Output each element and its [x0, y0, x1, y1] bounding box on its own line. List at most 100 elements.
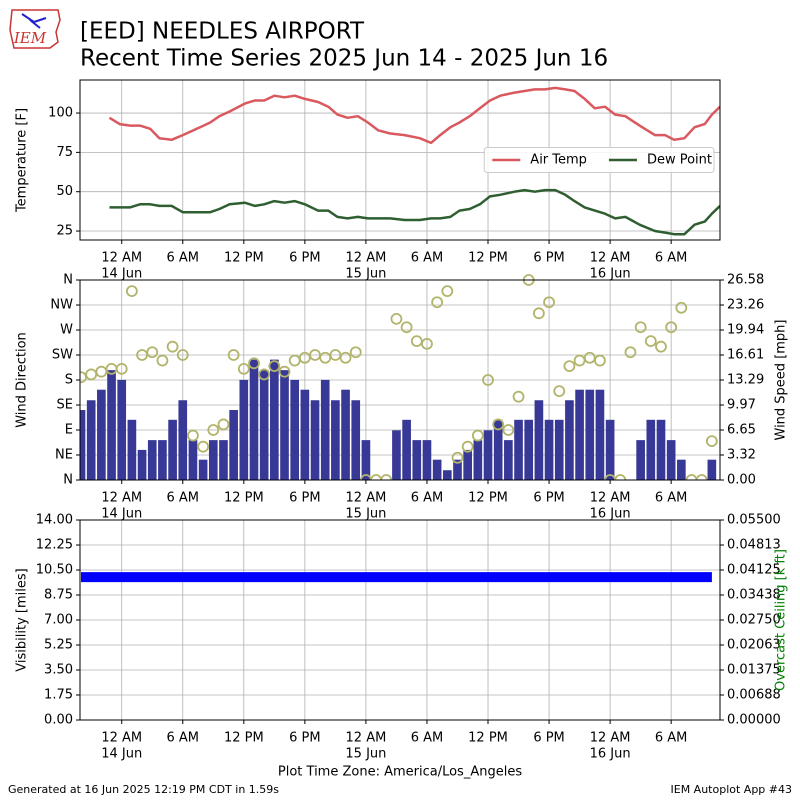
point — [471, 429, 484, 442]
point — [390, 312, 403, 325]
footer-left: Generated at 16 Jun 2025 12:19 PM CDT in… — [8, 783, 279, 796]
logo: IEM — [9, 9, 61, 49]
y2-tick-label: 19.94 — [727, 323, 764, 338]
point — [227, 349, 240, 361]
x-tick-label: 6 AM — [411, 491, 444, 506]
panel: 12 AM 6 AM 12 PM 6 PM 12 AM 6 AM 12 PM 6 PM 12 A… — [15, 79, 721, 282]
y-tick-label: 100 — [48, 106, 73, 121]
point — [665, 321, 678, 334]
point — [146, 346, 159, 359]
point — [482, 374, 494, 386]
point — [115, 362, 128, 375]
x-tick-label: 6 PM — [533, 491, 564, 506]
point — [644, 335, 657, 348]
frame — [79, 279, 721, 481]
x-tick-date: 16 Jun — [590, 267, 631, 282]
bar — [351, 400, 361, 480]
legend-label: Air Temp — [530, 153, 587, 168]
point — [217, 418, 230, 431]
x-tick-label: 12 PM — [468, 731, 508, 746]
point — [441, 285, 454, 298]
point — [85, 368, 98, 381]
bar — [310, 400, 320, 480]
point — [400, 321, 413, 334]
y2-tick-label: 13.29 — [727, 373, 764, 388]
point — [695, 474, 708, 480]
point — [176, 349, 189, 361]
point — [380, 474, 393, 480]
y2-tick-label: 0.00 — [727, 473, 756, 488]
y-tick-label: N — [63, 473, 73, 488]
point — [80, 371, 87, 384]
y2-tick-label: 16.61 — [727, 348, 764, 363]
plot-area — [80, 274, 718, 480]
x-tick-label: 6 AM — [655, 251, 688, 266]
y-tick-label: 12.25 — [36, 538, 73, 553]
point — [594, 354, 606, 367]
point — [166, 340, 179, 353]
bar — [534, 400, 544, 480]
x-axis-label: Plot Time Zone: America/Los_Angeles — [278, 765, 522, 780]
y2-tick-label: 0.02750 — [727, 613, 781, 628]
y2-tick-label: 3.32 — [727, 448, 756, 463]
bar — [412, 440, 422, 480]
plot-area — [108, 86, 720, 236]
x-tick-label: 6 PM — [533, 731, 564, 746]
point — [492, 418, 505, 431]
y2-axis-label: Overcast Ceiling [k ft] — [774, 549, 789, 691]
bar — [229, 410, 238, 480]
y2-tick-label: 0.04813 — [727, 538, 781, 553]
y-tick-label: 3.50 — [44, 663, 73, 678]
subtitle: Recent Time Series 2025 Jun 14 - 2025 Ju… — [80, 46, 608, 72]
y-tick-label: NE — [55, 448, 73, 463]
point — [319, 351, 332, 364]
y2-tick-label: 0.01375 — [727, 663, 781, 678]
x-tick-label: 12 AM — [101, 491, 142, 506]
point — [95, 365, 108, 378]
point — [237, 362, 250, 375]
x-tick-label: 12 PM — [224, 731, 264, 746]
x-tick-label: 12 AM — [590, 491, 631, 506]
point — [604, 474, 617, 480]
point — [125, 285, 138, 298]
x-tick-label: 12 AM — [101, 251, 142, 266]
bar — [249, 359, 259, 480]
bar — [636, 440, 645, 480]
bar — [341, 389, 350, 480]
bar — [646, 419, 656, 480]
y-tick-label: SE — [57, 398, 73, 413]
bar — [270, 359, 279, 480]
bar — [178, 400, 188, 480]
point — [268, 360, 281, 373]
logo-text: IEM — [13, 29, 47, 47]
x-tick-label: 6 AM — [655, 491, 688, 506]
bar — [158, 440, 167, 480]
y-axis-label: Visibility [miles] — [15, 568, 30, 671]
point — [248, 357, 260, 370]
y2-tick-label: 26.58 — [727, 273, 764, 288]
y-tick-label: 14.00 — [36, 513, 73, 528]
y2-tick-label: 6.65 — [727, 423, 756, 438]
y-tick-label: 7.00 — [44, 613, 73, 628]
y2-tick-label: 0.04125 — [727, 563, 781, 578]
point — [502, 424, 515, 436]
bar — [239, 379, 249, 480]
x-tick-date: 14 Jun — [101, 747, 142, 762]
x-tick-date: 14 Jun — [101, 267, 142, 282]
point — [573, 354, 586, 367]
bar — [107, 370, 116, 480]
x-tick-label: 12 PM — [224, 491, 264, 506]
bar — [331, 400, 340, 480]
bar — [422, 440, 432, 480]
bar — [259, 370, 269, 480]
point — [421, 337, 433, 350]
point — [614, 474, 627, 480]
x-tick-label: 12 PM — [224, 251, 264, 266]
y-tick-label: NW — [50, 298, 73, 313]
point — [624, 346, 637, 359]
x-tick-date: 14 Jun — [101, 507, 142, 522]
y2-tick-label: 0.03438 — [727, 588, 781, 603]
y-tick-label: W — [60, 323, 73, 338]
y-tick-label: 10.50 — [36, 563, 73, 578]
bar — [473, 440, 483, 480]
